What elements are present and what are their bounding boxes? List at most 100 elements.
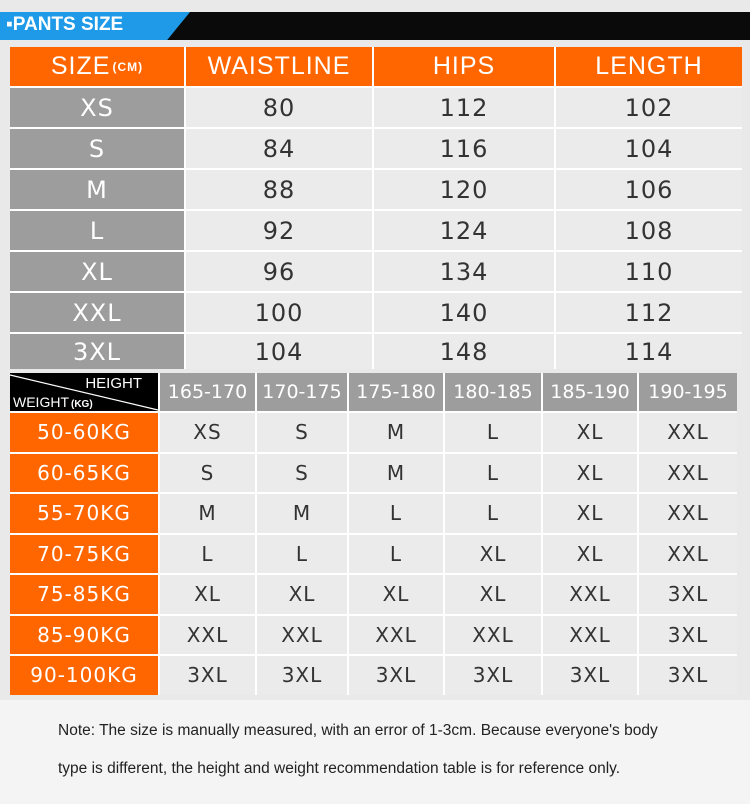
column-header: LENGTH — [556, 47, 742, 86]
table-cell: XXL — [639, 453, 737, 492]
weight-label-text: 90-100KG — [30, 663, 138, 688]
table-cell-text: 3XL — [667, 622, 709, 647]
table-cell: 134 — [374, 252, 554, 291]
pants-size-table: SIZE (CM) WAISTLINE HIPS LENGTH XS 80 112 102 S 84… — [10, 47, 742, 369]
size-label-text: XS — [80, 93, 114, 122]
table-cell: 140 — [374, 293, 554, 332]
table-cell-text: 3XL — [375, 663, 417, 688]
size-label-text: L — [89, 216, 105, 245]
table-cell-text: M — [198, 501, 217, 526]
column-header: SIZE (CM) — [10, 47, 184, 86]
table-cell-text: 100 — [254, 298, 304, 327]
size-label-text: S — [88, 134, 106, 163]
table-cell: M — [349, 453, 443, 492]
weight-label: WEIGHT (KG) — [13, 394, 93, 410]
table-cell-text: S — [295, 460, 309, 485]
table-cell-text: M — [386, 420, 406, 445]
table-cell-text: L — [389, 501, 403, 526]
table-cell: 116 — [374, 129, 554, 168]
height-header-text: 165-170 — [167, 381, 248, 403]
unit-label: (CM) — [112, 59, 144, 74]
weight-unit: (KG) — [71, 399, 93, 410]
table-cell-text: XL — [194, 582, 221, 607]
table-cell-text: XXL — [667, 420, 709, 445]
table-cell-text: 110 — [624, 257, 674, 286]
table-cell: 3XL — [257, 656, 347, 695]
height-header-text: 175-180 — [356, 381, 436, 403]
table-cell: XL — [543, 534, 637, 573]
table-cell-text: 96 — [262, 257, 296, 286]
table-cell: XL — [543, 413, 637, 452]
table-cell: L — [445, 494, 541, 533]
weight-label-text: 70-75KG — [37, 541, 131, 566]
table-cell: L — [349, 534, 443, 573]
table-cell: 112 — [374, 88, 554, 127]
table-cell: M — [160, 494, 255, 533]
table-cell: 114 — [556, 334, 742, 369]
size-label: M — [10, 170, 184, 209]
height-header-text: 185-190 — [550, 381, 630, 403]
size-label-text: 3XL — [72, 337, 122, 366]
size-recommendation-table: HEIGHT WEIGHT (KG) 165-170 170-175 175-180 180… — [10, 373, 737, 695]
table-cell: 108 — [556, 211, 742, 250]
table-cell: XL — [160, 575, 255, 614]
height-header-text: 180-185 — [453, 381, 533, 403]
table-cell-text: M — [292, 501, 312, 526]
table-cell: XL — [543, 494, 637, 533]
table-cell-text: 108 — [624, 216, 674, 245]
height-header: 185-190 — [543, 373, 637, 411]
table-cell-text: 3XL — [667, 663, 709, 688]
height-header: 180-185 — [445, 373, 541, 411]
table-cell: S — [160, 453, 255, 492]
table-cell-text: 3XL — [472, 663, 514, 688]
table-cell: 88 — [186, 170, 372, 209]
height-header: 190-195 — [639, 373, 737, 411]
table-cell-text: XL — [288, 582, 316, 607]
table-cell: 148 — [374, 334, 554, 369]
size-label-text: XL — [81, 257, 113, 286]
table-cell-text: XL — [382, 582, 410, 607]
table-cell-text: XL — [576, 420, 604, 445]
column-header-text: WAISTLINE — [207, 52, 351, 80]
weight-label: 50-60KG — [10, 413, 158, 452]
table-cell: L — [445, 413, 541, 452]
table-cell: L — [160, 534, 255, 573]
table-cell: XXL — [543, 575, 637, 614]
table-cell-text: XL — [576, 460, 604, 485]
table-cell-text: L — [201, 541, 214, 566]
weight-label: 60-65KG — [10, 453, 158, 492]
table-cell: 124 — [374, 211, 554, 250]
table-cell-text: 88 — [262, 175, 296, 204]
table-cell: 3XL — [639, 656, 737, 695]
weight-label: 85-90KG — [10, 615, 158, 654]
weight-text: WEIGHT — [13, 394, 69, 410]
table-cell: XL — [257, 575, 347, 614]
table-cell: 92 — [186, 211, 372, 250]
table-cell-text: 102 — [624, 93, 674, 122]
table-cell-text: XL — [479, 582, 507, 607]
table-cell: L — [349, 494, 443, 533]
table-cell-text: XL — [479, 541, 507, 566]
table-cell-text: XXL — [472, 622, 514, 647]
column-header: HIPS — [374, 47, 554, 86]
table-cell: XXL — [257, 615, 347, 654]
table-cell: S — [257, 453, 347, 492]
height-header: 175-180 — [349, 373, 443, 411]
table-cell-text: 120 — [439, 175, 489, 204]
column-header-text: HIPS — [432, 52, 496, 80]
table-cell-text: S — [295, 420, 309, 445]
table-cell: 3XL — [349, 656, 443, 695]
table-cell: XS — [160, 413, 255, 452]
note-line-2: type is different, the height and weight… — [58, 760, 621, 777]
table-cell: 100 — [186, 293, 372, 332]
table-cell-text: 3XL — [281, 663, 323, 688]
weight-label-text: 60-65KG — [37, 460, 131, 485]
table-cell-text: 84 — [262, 134, 296, 163]
table-cell-text: 92 — [262, 216, 296, 245]
height-header-text: 170-175 — [262, 381, 342, 403]
table-cell-text: S — [200, 460, 215, 485]
column-header-text: SIZE — [50, 52, 111, 80]
weight-label: 75-85KG — [10, 575, 158, 614]
table-cell-text: XXL — [375, 622, 417, 647]
weight-label: 70-75KG — [10, 534, 158, 573]
